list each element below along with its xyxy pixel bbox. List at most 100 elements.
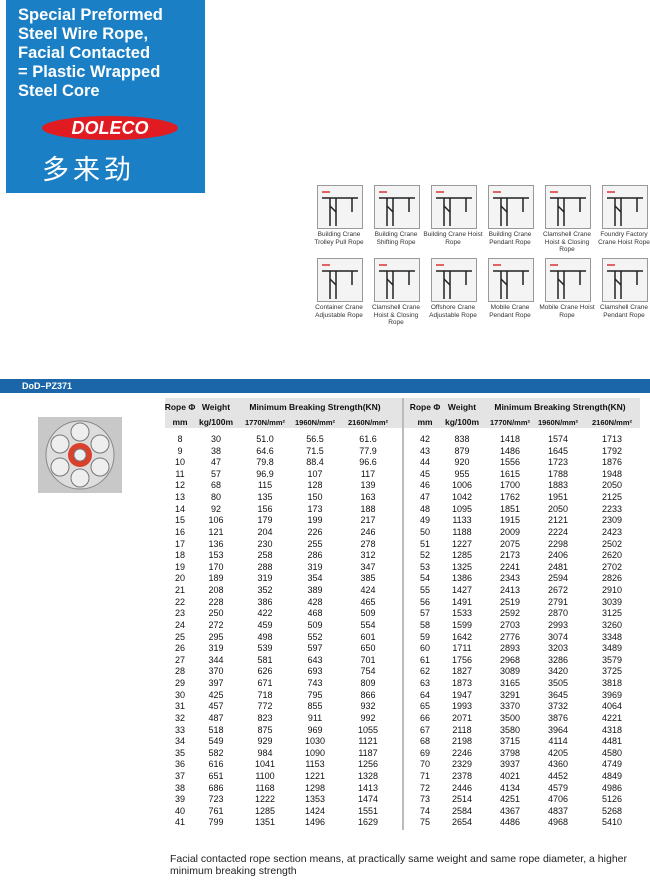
- table-cell: 5268: [601, 805, 623, 816]
- table-cell: 26: [174, 643, 185, 654]
- table-cell: 2654: [451, 817, 473, 828]
- table-cell: 286: [307, 550, 323, 561]
- table-cell: 754: [360, 666, 376, 677]
- table-cell: 2309: [601, 515, 623, 526]
- table-cell: 79.8: [256, 457, 274, 468]
- table-cell: 288: [257, 561, 273, 572]
- title-line: Steel Core: [18, 82, 100, 100]
- table-cell: 3964: [547, 724, 569, 735]
- table-cell: 795: [307, 689, 323, 700]
- table-cell: 1133: [452, 515, 472, 526]
- table-cell: 3489: [601, 643, 623, 654]
- header-cell: 2160N/mm²: [347, 418, 389, 427]
- table-cell: 718: [257, 689, 273, 700]
- table-cell: 3039: [601, 596, 623, 607]
- table-cell: 72: [419, 782, 430, 793]
- table-cell: 823: [257, 712, 273, 723]
- table-cell: 38: [210, 445, 221, 456]
- table-cell: 2298: [547, 538, 569, 549]
- table-cell: 539: [257, 643, 273, 654]
- header-cell: 1960N/mm²: [294, 418, 336, 427]
- table-cell: 2620: [601, 550, 623, 561]
- table-cell: 57: [210, 468, 221, 479]
- header-cell: Weight: [447, 402, 477, 412]
- application-caption: Mobile Crane Hoist Rope: [539, 304, 595, 319]
- table-cell: 1533: [451, 608, 473, 619]
- application-icon: [317, 258, 363, 302]
- table-cell: 626: [257, 666, 273, 677]
- table-cell: 295: [208, 631, 224, 642]
- application-icon: [488, 258, 534, 302]
- table-cell: 2241: [499, 561, 521, 572]
- table-cell: 582: [208, 747, 224, 758]
- application-icon: [374, 258, 420, 302]
- table-cell: 4486: [499, 817, 521, 828]
- table-cell: 4064: [601, 701, 623, 712]
- table-cell: 312: [360, 550, 376, 561]
- table-cell: 509: [360, 608, 376, 619]
- table-cell: 3074: [547, 631, 569, 642]
- table-cell: 3645: [547, 689, 569, 700]
- table-cell: 879: [454, 445, 470, 456]
- application-caption: Building Crane Hoist Rope: [423, 231, 483, 246]
- table-cell: 1285: [451, 550, 473, 561]
- table-cell: 4579: [547, 782, 569, 793]
- application-caption: Mobile Crane Pendant Rope: [489, 304, 531, 319]
- table-cell: 1645: [547, 445, 569, 456]
- table-cell: 3348: [601, 631, 623, 642]
- table-cell: 19: [174, 561, 185, 572]
- table-cell: 1413: [357, 782, 379, 793]
- header-cell: Minimum Breaking Strength(KN): [249, 402, 381, 412]
- table-cell: 616: [208, 759, 224, 770]
- table-cell: 61.6: [359, 434, 377, 444]
- table-cell: 2075: [499, 538, 521, 549]
- application-icon: [545, 258, 591, 302]
- application-icon: [431, 185, 477, 229]
- table-cell: 3725: [601, 666, 623, 677]
- strength-table: Rope Φ Weight Minimum Breaking Strength(KN…: [165, 398, 640, 830]
- table-cell: 3125: [601, 608, 623, 619]
- table-cell: 875: [257, 724, 273, 735]
- table-cell: 1951: [547, 492, 569, 503]
- table-cell: 67: [419, 724, 430, 735]
- table-cell: 932: [360, 701, 376, 712]
- table-cell: 1285: [254, 805, 276, 816]
- table-cell: 136: [208, 538, 224, 549]
- table-cell: 3580: [499, 724, 521, 735]
- table-cell: 855: [307, 701, 323, 712]
- table-cell: 56: [419, 596, 430, 607]
- table-cell: 228: [208, 596, 224, 607]
- table-cell: 2224: [547, 526, 569, 537]
- table-cell: 2329: [451, 759, 473, 770]
- application-caption: Building Crane Shifting Rope: [374, 231, 418, 246]
- table-cell: 1386: [451, 573, 473, 584]
- table-cell: 3260: [601, 619, 623, 630]
- table-cell: 425: [208, 689, 224, 700]
- table-cell: 4837: [547, 805, 569, 816]
- table-cell: 12: [174, 480, 185, 491]
- application-icon: [374, 185, 420, 229]
- table-cell: 37: [174, 770, 185, 781]
- table-cell: 1723: [547, 457, 569, 468]
- table-cell: 30: [174, 689, 185, 700]
- table-cell: 52: [419, 550, 430, 561]
- header-cell: Weight: [201, 402, 231, 412]
- table-cell: 77.9: [359, 445, 377, 456]
- table-cell: 258: [257, 550, 273, 561]
- table-cell: 36: [174, 759, 185, 770]
- table-cell: 1090: [304, 747, 326, 758]
- table-cell: 3165: [499, 678, 521, 689]
- table-cell: 1556: [499, 457, 521, 468]
- table-cell: 799: [208, 817, 224, 828]
- table-cell: 389: [307, 585, 323, 596]
- table-cell: 2423: [601, 526, 623, 537]
- table-cell: 2050: [601, 480, 623, 491]
- table-cell: 1629: [357, 817, 379, 828]
- table-cell: 18: [174, 550, 185, 561]
- table-cell: 1700: [499, 480, 521, 491]
- table-cell: 1491: [451, 596, 473, 607]
- table-cell: 723: [208, 794, 224, 805]
- footer-note: Facial contacted rope section means, at …: [170, 853, 627, 877]
- table-cell: 4452: [547, 770, 569, 781]
- table-cell: 57: [419, 608, 430, 619]
